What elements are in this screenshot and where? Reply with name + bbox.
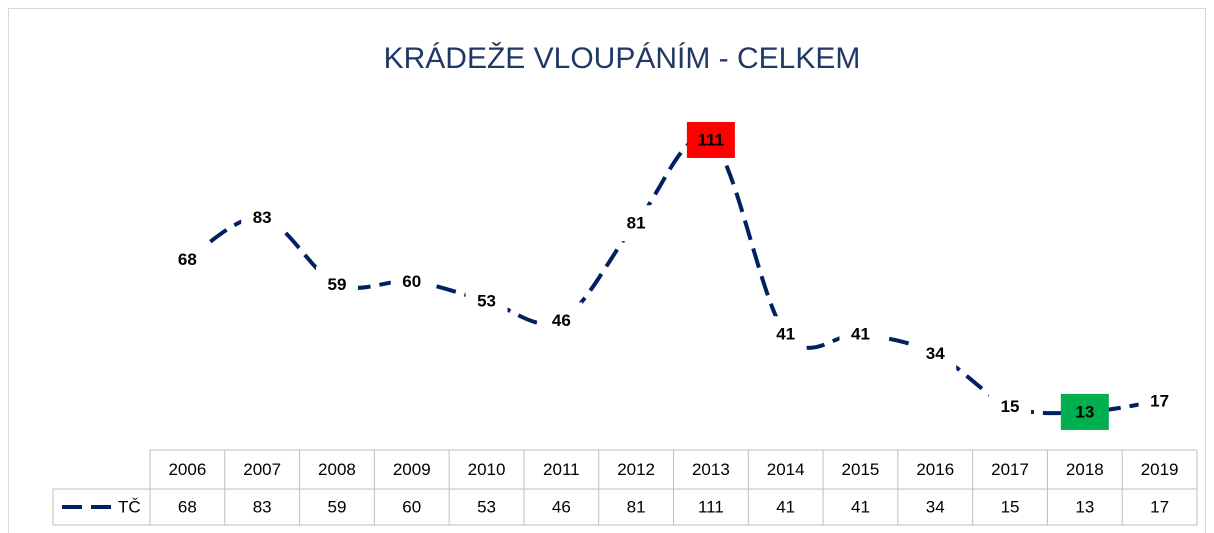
table-value: 53 [477, 497, 496, 516]
data-label: 59 [328, 275, 347, 294]
label-box [465, 282, 508, 319]
x-tick-label: 2009 [393, 460, 431, 479]
legend-label: TČ [118, 497, 141, 516]
x-tick-label: 2006 [168, 460, 206, 479]
label-box [839, 316, 882, 353]
x-tick-label: 2015 [842, 460, 880, 479]
data-label: 81 [627, 214, 646, 233]
x-tick-label: 2007 [243, 460, 281, 479]
label-box [1060, 393, 1109, 430]
data-label: 46 [552, 311, 571, 330]
table-value: 41 [851, 497, 870, 516]
line [186, 135, 1160, 416]
x-tick-label: 2012 [617, 460, 655, 479]
data-label: 53 [477, 291, 496, 310]
x-tick-label: 2018 [1066, 460, 1104, 479]
data-label: 13 [1075, 402, 1094, 421]
data-label: 17 [1150, 391, 1169, 410]
label-box [315, 266, 358, 303]
table-value: 13 [1075, 497, 1094, 516]
chart-title: KRÁDEŽE VLOUPÁNÍM - CELKEM [384, 42, 861, 75]
x-tick-label: 2013 [692, 460, 730, 479]
label-box [914, 335, 957, 372]
x-tick-label: 2008 [318, 460, 356, 479]
x-tick-label: 2019 [1141, 460, 1179, 479]
table-value: 46 [552, 497, 571, 516]
table-value: 59 [328, 497, 347, 516]
table-value: 60 [402, 497, 421, 516]
x-tick-label: 2010 [468, 460, 506, 479]
data-label: 41 [776, 325, 795, 344]
label-box [989, 388, 1032, 425]
table-value: 41 [776, 497, 795, 516]
label-box [540, 302, 583, 339]
x-tick-label: 2016 [916, 460, 954, 479]
table-value: 34 [926, 497, 945, 516]
table-value: 68 [178, 497, 197, 516]
label-box [241, 199, 284, 236]
label-box [615, 205, 658, 242]
x-tick-label: 2011 [543, 460, 580, 479]
data-label: 60 [402, 272, 421, 291]
data-label: 68 [178, 250, 197, 269]
x-tick-label: 2017 [991, 460, 1029, 479]
label-box [764, 316, 807, 353]
data-label: 15 [1001, 397, 1020, 416]
table-value: 17 [1150, 497, 1169, 516]
data-label: 83 [253, 208, 272, 227]
label-box [686, 121, 735, 158]
label-box [390, 263, 433, 300]
table-value: 83 [253, 497, 272, 516]
data-label: 111 [698, 130, 725, 149]
data-label: 41 [851, 325, 870, 344]
data-label: 34 [926, 344, 945, 363]
table-value: 111 [698, 497, 724, 516]
table-value: 81 [627, 497, 646, 516]
x-tick-label: 2014 [767, 460, 805, 479]
label-box [1138, 382, 1181, 419]
table-value: 15 [1001, 497, 1020, 516]
label-box [166, 241, 209, 278]
